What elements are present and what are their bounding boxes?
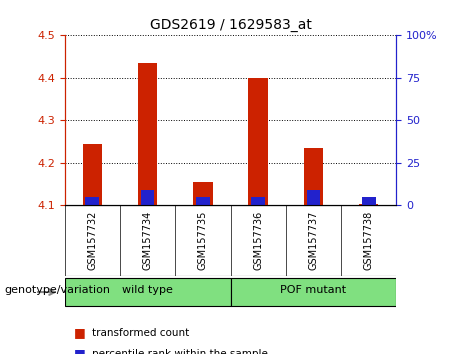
Text: GSM157738: GSM157738 [364,211,374,270]
Bar [196,197,210,205]
Bar [83,144,102,205]
Text: genotype/variation: genotype/variation [5,285,111,296]
Text: GSM157736: GSM157736 [253,211,263,270]
Text: GDS2619 / 1629583_at: GDS2619 / 1629583_at [149,18,312,32]
Text: percentile rank within the sample: percentile rank within the sample [92,349,268,354]
Text: GSM157737: GSM157737 [308,211,319,270]
Text: ■: ■ [74,326,85,339]
FancyBboxPatch shape [230,278,396,307]
Bar [251,197,265,205]
Bar [193,182,213,205]
Text: GSM157734: GSM157734 [142,211,153,270]
FancyBboxPatch shape [65,278,230,307]
Bar [248,78,268,205]
Text: GSM157735: GSM157735 [198,211,208,270]
Text: ■: ■ [74,348,85,354]
Bar [85,197,99,205]
Bar [304,148,323,205]
Bar [362,197,376,205]
Bar [307,190,320,205]
Text: wild type: wild type [122,285,173,296]
Text: POF mutant: POF mutant [280,285,347,296]
Text: transformed count: transformed count [92,328,189,338]
Bar [138,63,157,205]
Bar [141,190,154,205]
Text: GSM157732: GSM157732 [87,211,97,270]
